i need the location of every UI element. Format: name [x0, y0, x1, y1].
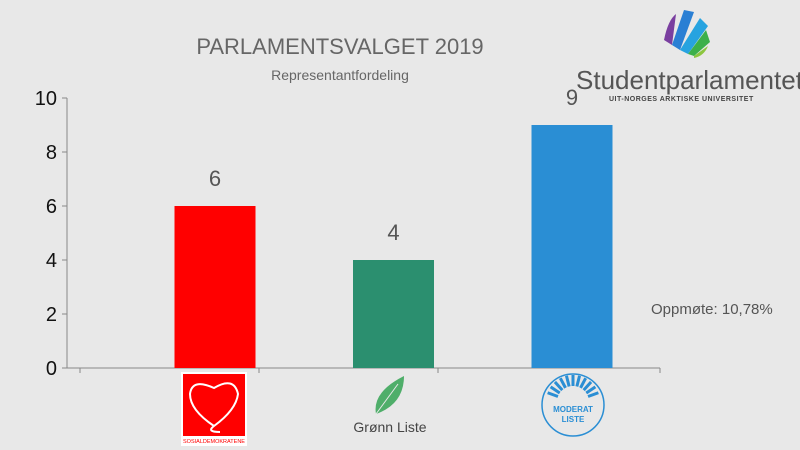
y-tick-label: 4 [46, 250, 57, 272]
y-tick-label: 6 [46, 196, 57, 218]
studentparlamentet-logo-icon [664, 10, 710, 58]
y-tick-label: 0 [46, 358, 57, 380]
bar-0 [174, 206, 256, 368]
bar-value-label: 6 [209, 166, 221, 191]
sosialdemokratene-logo: SOSIALDEMOKRATENE [181, 372, 247, 446]
attendance-annotation: Oppmøte: 10,78% [651, 301, 773, 318]
sosialdemokratene-logo-text: SOSIALDEMOKRATENE [183, 439, 245, 445]
y-tick-label: 8 [46, 142, 57, 164]
liste-logo-text: LISTE [562, 415, 585, 424]
logo-subtitle: UIT-NORGES ARKTISKE UNIVERSITET [609, 96, 754, 103]
moderat-liste-logo: MODERAT LISTE [541, 373, 605, 437]
bar-value-label: 4 [387, 220, 399, 245]
bar-2 [531, 125, 613, 368]
y-tick-label: 2 [46, 304, 57, 326]
bar-1 [353, 260, 434, 368]
gronn-liste-logo: Grønn Liste [353, 376, 427, 435]
y-tick-label: 10 [35, 88, 57, 110]
bar-value-label: 9 [566, 85, 578, 110]
chart-title: PARLAMENTSVALGET 2019 [196, 34, 484, 59]
chart-subtitle: Representantfordeling [271, 67, 409, 83]
logo-name: Studentparlamentet [576, 65, 800, 95]
gronn-liste-logo-text: Grønn Liste [353, 419, 426, 435]
moderat-logo-text: MODERAT [553, 405, 593, 414]
